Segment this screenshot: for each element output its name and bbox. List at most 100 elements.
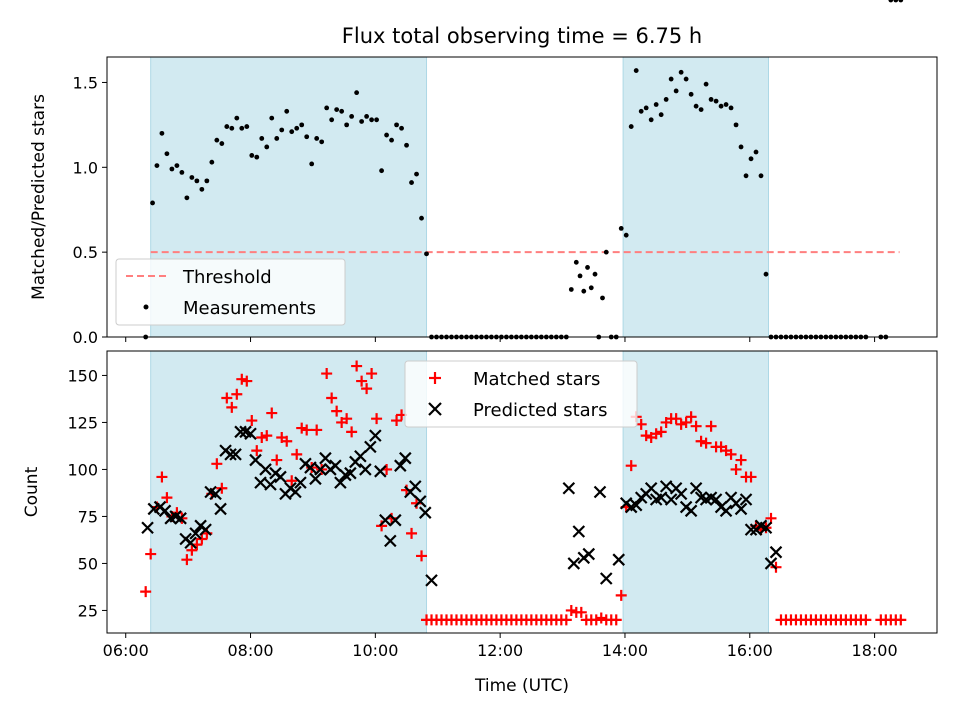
measurement-point <box>603 249 609 255</box>
matched-star-point <box>366 368 378 380</box>
y-tick-label: 1.5 <box>73 73 98 92</box>
measurement-point <box>643 105 649 111</box>
matched-star-point <box>680 416 692 428</box>
matched-star-point <box>226 401 238 413</box>
measurement-point <box>299 122 305 128</box>
matched-star-point <box>216 482 228 494</box>
measurement-point <box>154 163 160 169</box>
measurement-point <box>234 115 240 121</box>
measurement-point <box>349 113 355 119</box>
predicted-star-point <box>418 506 432 519</box>
predicted-star-point <box>567 557 581 570</box>
predicted-star-point <box>689 481 703 495</box>
bottom-y-axis: 25 50 75 100 125 150 <box>67 366 107 620</box>
predicted-star-point <box>409 480 422 493</box>
measurement-point <box>743 173 749 179</box>
measurement-point <box>274 136 280 141</box>
matched-star-point <box>321 368 333 380</box>
measurement-point <box>653 102 659 107</box>
predicted-star-point <box>739 493 753 506</box>
predicted-star-point <box>674 487 688 501</box>
matched-star-point <box>326 392 338 404</box>
predicted-star-point <box>354 450 367 463</box>
predicted-star-point <box>254 476 267 489</box>
y-tick-label: 1.0 <box>73 158 98 177</box>
matched-star-point <box>590 614 602 626</box>
measurement-point <box>219 141 225 146</box>
measurement-point <box>339 108 345 114</box>
measurement-point <box>324 105 330 111</box>
matched-star-point <box>156 471 168 483</box>
measurement-point <box>189 175 195 180</box>
legend-matched-swatch <box>429 372 441 384</box>
measurement-point <box>588 285 594 291</box>
predicted-star-point <box>399 451 412 465</box>
measurement-point <box>633 68 639 73</box>
predicted-star-point <box>414 495 427 508</box>
matched-star-point <box>625 460 637 472</box>
measurement-point <box>581 288 587 294</box>
measurement-point <box>628 124 634 129</box>
matched-star-point <box>670 413 682 425</box>
measurement-point <box>214 137 220 143</box>
predicted-star-point <box>562 481 576 495</box>
measurement-point <box>753 149 759 155</box>
legend-measurements-swatch <box>143 304 149 310</box>
x-tick-label: 16:00 <box>727 641 773 660</box>
predicted-star-point <box>359 463 372 476</box>
measurement-point <box>224 124 230 129</box>
matched-star-point <box>186 544 198 556</box>
predicted-star-point <box>141 521 154 534</box>
top-y-axis: 0.0 0.5 1.0 1.5 <box>73 73 107 347</box>
matched-star-point <box>241 375 253 387</box>
legend-measurements-label: Measurements <box>183 298 316 319</box>
top-x-ticks <box>125 337 876 342</box>
matched-star-point <box>745 471 757 483</box>
y-tick-label: 125 <box>67 413 98 432</box>
bottom-legend: Matched stars Predicted stars <box>404 360 638 428</box>
matched-star-point <box>266 407 278 419</box>
predicted-star-point <box>384 534 397 548</box>
predicted-star-point <box>593 485 607 499</box>
predicted-star-point <box>174 512 187 525</box>
matched-star-point <box>655 426 667 438</box>
matched-star-point <box>560 614 572 626</box>
x-axis-label: Time (UTC) <box>474 676 569 696</box>
measurement-point <box>893 0 899 3</box>
measurement-point <box>399 125 404 131</box>
predicted-star-point <box>199 523 212 536</box>
measurement-point <box>678 69 684 75</box>
top-plot-frame <box>106 56 938 338</box>
predicted-star-point <box>158 504 172 518</box>
matched-star-point <box>261 430 273 442</box>
measurement-point <box>623 232 629 238</box>
matched-star-point <box>565 604 577 616</box>
matched-star-point <box>181 554 193 566</box>
matched-star-point <box>145 548 157 560</box>
matched-star-point <box>416 550 428 562</box>
predicted-star-point <box>224 448 237 461</box>
measurement-point <box>374 117 379 123</box>
matched-star-point <box>246 415 258 427</box>
predicted-star-point <box>659 480 673 493</box>
predicted-star-point <box>329 459 342 472</box>
predicted-star-point <box>334 476 347 489</box>
measurement-point <box>294 125 300 131</box>
measurement-point <box>663 97 669 102</box>
predicted-star-point <box>389 513 402 527</box>
measurement-point <box>334 107 340 113</box>
bottom-y-axis-label: Count <box>22 466 42 517</box>
x-tick-label: 06:00 <box>103 641 149 660</box>
measurement-point <box>164 151 170 157</box>
measurement-point <box>568 287 574 292</box>
measurement-point <box>668 76 674 82</box>
measurement-point <box>239 125 245 131</box>
matched-star-point <box>595 612 607 624</box>
measurement-point <box>394 122 399 128</box>
matched-star-point <box>271 454 283 466</box>
measurement-point <box>199 186 205 192</box>
matched-star-point <box>406 527 418 539</box>
chart-title: Flux total observing time = 6.75 h <box>342 24 702 48</box>
matched-star-point <box>411 497 423 509</box>
matched-star-point <box>286 475 298 487</box>
